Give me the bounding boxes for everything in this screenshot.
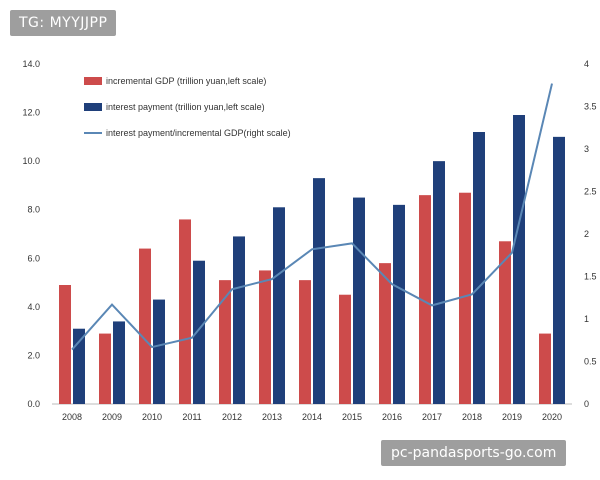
bar-interest-payment bbox=[233, 236, 245, 404]
bar-interest-payment bbox=[313, 178, 325, 404]
bar-interest-payment bbox=[513, 115, 525, 404]
bar-incremental-gdp bbox=[99, 333, 111, 404]
left-axis-tick-label: 0.0 bbox=[27, 399, 40, 409]
left-axis-tick-label: 10.0 bbox=[22, 156, 40, 166]
legend-swatch-interest-payment bbox=[84, 103, 102, 111]
left-axis-tick-label: 8.0 bbox=[27, 205, 40, 215]
x-axis-tick-label: 2008 bbox=[62, 412, 82, 422]
x-axis-tick-label: 2011 bbox=[182, 412, 201, 422]
x-axis: 2008 2009 2010 2011 2012 2013 2014 2015 2016 2017… bbox=[62, 412, 562, 422]
bar-interest-payment bbox=[393, 204, 405, 404]
ratio-line bbox=[71, 83, 553, 351]
bar-interest-payment bbox=[153, 299, 165, 404]
bar-interest-payment bbox=[73, 328, 85, 404]
left-axis-tick-label: 12.0 bbox=[22, 108, 40, 118]
legend: incremental GDP (trillion yuan,left scal… bbox=[84, 76, 291, 138]
x-axis-tick-label: 2019 bbox=[502, 412, 522, 422]
left-axis-tick-label: 14.0 bbox=[22, 59, 40, 69]
bar-interest-payment bbox=[353, 197, 365, 404]
right-axis-tick-label: 0.5 bbox=[584, 357, 597, 367]
right-axis-tick-label: 3 bbox=[584, 144, 589, 154]
x-axis-tick-label: 2017 bbox=[422, 412, 442, 422]
x-axis-tick-label: 2009 bbox=[102, 412, 122, 422]
bar-incremental-gdp bbox=[139, 248, 151, 404]
x-axis-tick-label: 2015 bbox=[342, 412, 362, 422]
bar-interest-payment bbox=[193, 260, 205, 404]
bar-incremental-gdp bbox=[59, 285, 71, 404]
legend-label-ratio: interest payment/incremental GDP(right s… bbox=[106, 128, 291, 138]
right-axis-tick-label: 2 bbox=[584, 229, 589, 239]
right-axis-tick-label: 2.5 bbox=[584, 187, 597, 197]
x-axis-tick-label: 2012 bbox=[222, 412, 242, 422]
bars bbox=[59, 115, 565, 404]
right-axis-tick-label: 3.5 bbox=[584, 102, 597, 112]
x-axis-tick-label: 2014 bbox=[302, 412, 322, 422]
bar-incremental-gdp bbox=[499, 241, 511, 404]
legend-label-interest-payment: interest payment (trillion yuan,left sca… bbox=[106, 102, 265, 112]
x-axis-tick-label: 2018 bbox=[462, 412, 482, 422]
x-axis-tick-label: 2013 bbox=[262, 412, 282, 422]
right-axis-tick-label: 4 bbox=[584, 59, 589, 69]
bar-incremental-gdp bbox=[259, 270, 271, 404]
left-axis-tick-label: 6.0 bbox=[27, 253, 40, 263]
left-axis: 0.0 2.0 4.0 6.0 8.0 10.0 12.0 14.0 bbox=[22, 59, 40, 409]
legend-label-incremental-gdp: incremental GDP (trillion yuan,left scal… bbox=[106, 76, 266, 86]
x-axis-tick-label: 2020 bbox=[542, 412, 562, 422]
tg-watermark-label: TG: MYYJJPP bbox=[10, 10, 117, 36]
bar-incremental-gdp bbox=[539, 333, 551, 404]
right-axis-tick-label: 1.5 bbox=[584, 272, 597, 282]
bar-interest-payment bbox=[553, 136, 565, 404]
bar-incremental-gdp bbox=[419, 195, 431, 404]
bar-incremental-gdp bbox=[379, 263, 391, 404]
url-watermark-label: pc-pandasports-go.com bbox=[381, 440, 567, 466]
bar-incremental-gdp bbox=[459, 192, 471, 404]
left-axis-tick-label: 4.0 bbox=[27, 302, 40, 312]
right-axis-tick-label: 1 bbox=[584, 314, 589, 324]
left-axis-tick-label: 2.0 bbox=[27, 350, 40, 360]
x-axis-tick-label: 2016 bbox=[382, 412, 402, 422]
right-axis: 0 0.5 1 1.5 2 2.5 3 3.5 4 bbox=[584, 59, 597, 409]
bar-incremental-gdp bbox=[299, 280, 311, 404]
bar-interest-payment bbox=[273, 207, 285, 404]
bar-interest-payment bbox=[433, 161, 445, 404]
bar-interest-payment bbox=[113, 321, 125, 404]
x-axis-tick-label: 2010 bbox=[142, 412, 162, 422]
bar-incremental-gdp bbox=[339, 294, 351, 404]
ratio-line-layer bbox=[71, 83, 553, 351]
right-axis-tick-label: 0 bbox=[584, 399, 589, 409]
bar-incremental-gdp bbox=[219, 280, 231, 404]
legend-swatch-incremental-gdp bbox=[84, 77, 102, 85]
bar-interest-payment bbox=[473, 132, 485, 404]
bar-incremental-gdp bbox=[179, 219, 191, 404]
